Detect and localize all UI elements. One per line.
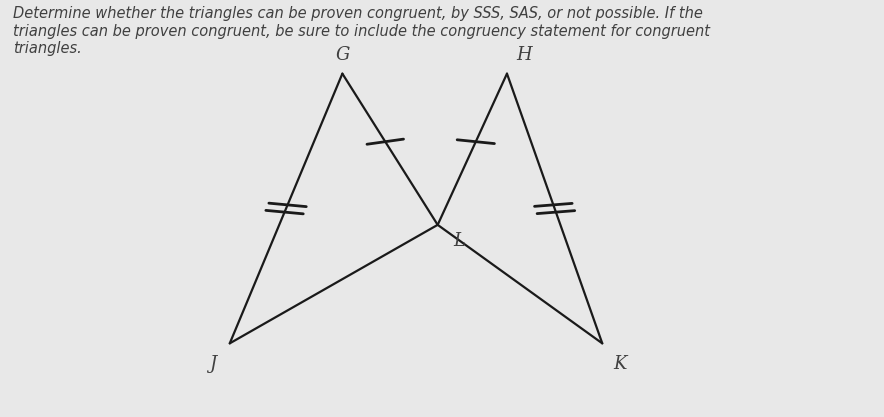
Text: H: H — [516, 46, 532, 64]
Text: Determine whether the triangles can be proven congruent, by SSS, SAS, or not pos: Determine whether the triangles can be p… — [13, 6, 710, 56]
Text: L: L — [453, 232, 465, 250]
Text: K: K — [613, 355, 627, 373]
Text: J: J — [209, 355, 216, 373]
Text: G: G — [335, 46, 349, 64]
